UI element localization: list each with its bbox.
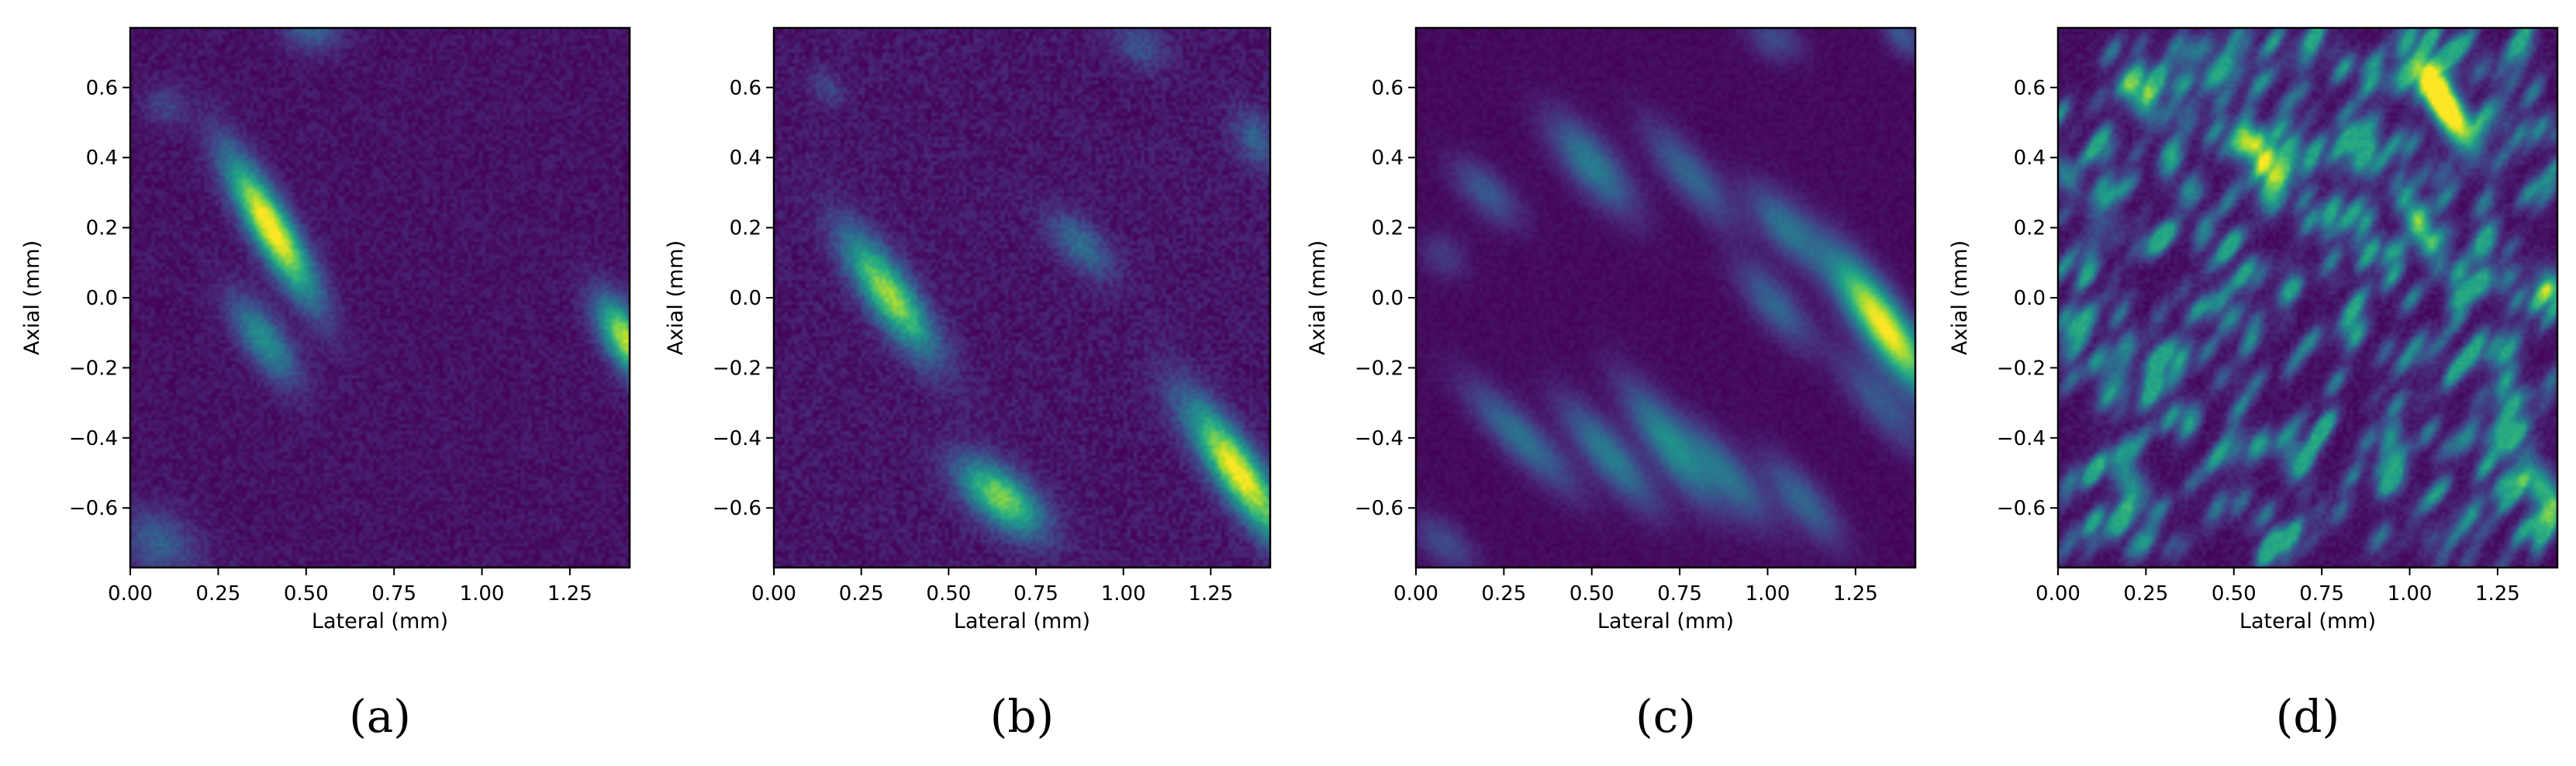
x-tick-label: 0.25 bbox=[2123, 582, 2168, 606]
panel-caption: (c) bbox=[1635, 690, 1696, 743]
y-tick-label: 0.0 bbox=[1372, 287, 1404, 310]
y-tick-label: 0.0 bbox=[2014, 287, 2046, 310]
panel-a: 0.00 0.25 0.50 0.75 1.00 1.25 0.6 0.4 0.2 0.0 −0.2… bbox=[20, 26, 631, 743]
y-tick-label: −0.6 bbox=[1355, 497, 1404, 520]
y-tick-label: 0.4 bbox=[730, 147, 761, 170]
y-tick-label: −0.2 bbox=[1355, 357, 1404, 380]
y-axis-label: Axial (mm) bbox=[1306, 240, 1330, 355]
y-tick-label: −0.2 bbox=[1997, 357, 2046, 380]
y-tick-label: −0.2 bbox=[713, 357, 761, 380]
y-tick-label: −0.6 bbox=[69, 497, 118, 520]
y-axis-label: Axial (mm) bbox=[664, 240, 688, 355]
x-tick-label: 0.25 bbox=[839, 582, 884, 606]
x-tick-label: 1.00 bbox=[1746, 582, 1790, 606]
panel-caption: (b) bbox=[990, 690, 1054, 743]
y-tick-label: −0.4 bbox=[713, 427, 761, 450]
y-axis-label: Axial (mm) bbox=[1948, 240, 1972, 355]
x-tick-label: 0.75 bbox=[1657, 582, 1702, 606]
y-tick-label: −0.6 bbox=[713, 497, 761, 520]
y-tick-label: −0.2 bbox=[69, 357, 118, 380]
x-tick-label: 1.00 bbox=[1101, 582, 1146, 606]
y-tick-label: 0.6 bbox=[730, 77, 761, 100]
x-tick-label: 0.00 bbox=[751, 582, 796, 606]
y-tick-label: 0.2 bbox=[1372, 217, 1404, 240]
y-axis-label: Axial (mm) bbox=[20, 240, 44, 355]
x-tick-label: 1.25 bbox=[1188, 582, 1233, 606]
x-tick-label: 0.25 bbox=[195, 582, 240, 606]
y-tick-label: 0.2 bbox=[2014, 217, 2046, 240]
x-tick-label: 1.00 bbox=[2388, 582, 2433, 606]
x-tick-label: 1.00 bbox=[460, 582, 505, 606]
x-tick-label: 0.75 bbox=[2299, 582, 2344, 606]
y-tick-label: −0.4 bbox=[69, 427, 118, 450]
y-tick-label: 0.4 bbox=[1372, 147, 1404, 170]
heatmap-image bbox=[1416, 28, 1915, 568]
x-tick-label: 0.25 bbox=[1481, 582, 1526, 606]
panel-caption: (d) bbox=[2276, 690, 2339, 743]
y-tick-label: 0.4 bbox=[86, 147, 118, 170]
panel-b: 0.00 0.25 0.50 0.75 1.00 1.25 0.6 0.4 0.2 0.0 −0.2… bbox=[664, 26, 1272, 743]
y-tick-label: 0.6 bbox=[2014, 77, 2046, 100]
panel-d: 0.00 0.25 0.50 0.75 1.00 1.25 0.6 0.4 0.2 0.0 −0.2… bbox=[1948, 26, 2559, 743]
x-tick-label: 0.00 bbox=[2036, 582, 2080, 606]
heatmap-image bbox=[774, 28, 1270, 568]
x-axis-label: Lateral (mm) bbox=[2239, 609, 2376, 633]
panel-c: 0.00 0.25 0.50 0.75 1.00 1.25 0.6 0.4 0.2 0.0 −0.2… bbox=[1306, 26, 1917, 743]
x-tick-label: 0.75 bbox=[371, 582, 416, 606]
y-tick-label: −0.4 bbox=[1355, 427, 1404, 450]
y-tick-label: 0.6 bbox=[86, 77, 118, 100]
x-axis-label: Lateral (mm) bbox=[954, 609, 1090, 633]
y-tick-label: 0.6 bbox=[1372, 77, 1404, 100]
x-tick-label: 0.50 bbox=[2212, 582, 2257, 606]
x-tick-label: 0.00 bbox=[108, 582, 153, 606]
y-tick-label: 0.0 bbox=[730, 287, 761, 310]
heatmap-image bbox=[2058, 28, 2557, 568]
x-axis-label: Lateral (mm) bbox=[1597, 609, 1734, 633]
x-axis-label: Lateral (mm) bbox=[312, 609, 448, 633]
panel-caption: (a) bbox=[349, 690, 411, 743]
y-tick-label: 0.4 bbox=[2014, 147, 2046, 170]
x-tick-label: 1.25 bbox=[1833, 582, 1878, 606]
y-tick-label: 0.2 bbox=[86, 217, 118, 240]
y-tick-label: −0.4 bbox=[1997, 427, 2046, 450]
heatmap-image bbox=[130, 28, 630, 568]
x-tick-label: 0.75 bbox=[1013, 582, 1058, 606]
x-tick-label: 0.50 bbox=[284, 582, 329, 606]
y-tick-label: 0.2 bbox=[730, 217, 761, 240]
x-tick-label: 0.50 bbox=[926, 582, 971, 606]
x-tick-label: 0.50 bbox=[1569, 582, 1614, 606]
y-tick-label: −0.6 bbox=[1997, 497, 2046, 520]
x-tick-label: 0.00 bbox=[1393, 582, 1438, 606]
x-tick-label: 1.25 bbox=[547, 582, 592, 606]
x-tick-label: 1.25 bbox=[2475, 582, 2520, 606]
y-tick-label: 0.0 bbox=[86, 287, 118, 310]
